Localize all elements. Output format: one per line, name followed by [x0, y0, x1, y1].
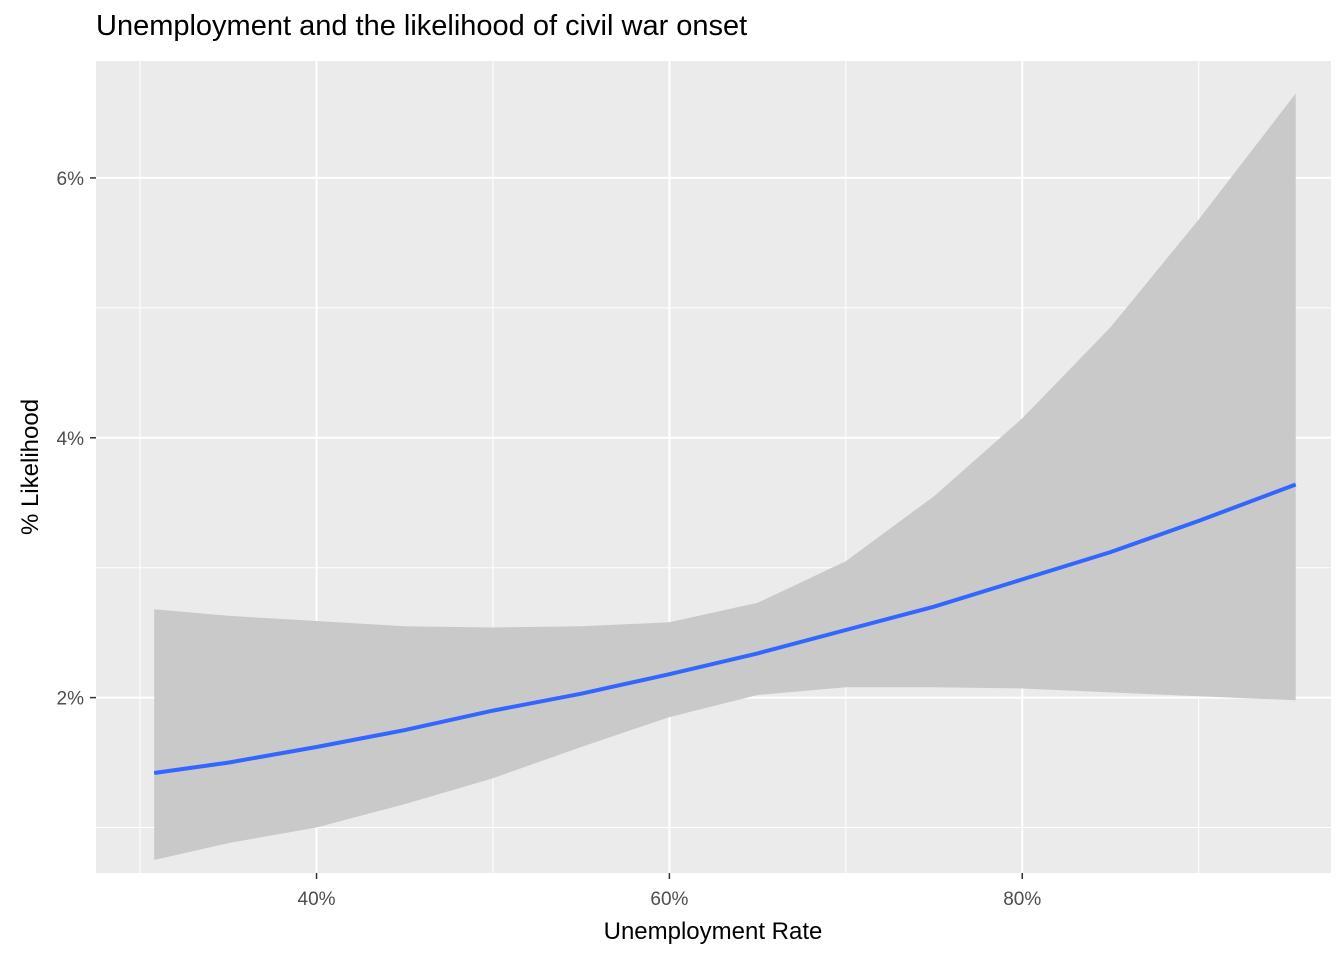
- y-tick-label: 6%: [57, 169, 85, 190]
- x-tick-label: 60%: [650, 889, 688, 910]
- y-tick-label: 2%: [57, 689, 85, 710]
- y-axis-title: % Likelihood: [17, 399, 44, 535]
- x-tick-label: 40%: [298, 889, 336, 910]
- x-axis: 40% 60% 80%: [298, 873, 1041, 910]
- fit-line: [153, 482, 1297, 775]
- y-axis: 2% 4% 6%: [57, 169, 96, 710]
- x-tick-label: 80%: [1003, 889, 1041, 910]
- y-tick-label: 4%: [57, 429, 85, 450]
- x-axis-title: Unemployment Rate: [604, 918, 823, 945]
- confidence-ribbon: [154, 93, 1296, 860]
- chart-title: Unemployment and the likelihood of civil…: [96, 10, 748, 42]
